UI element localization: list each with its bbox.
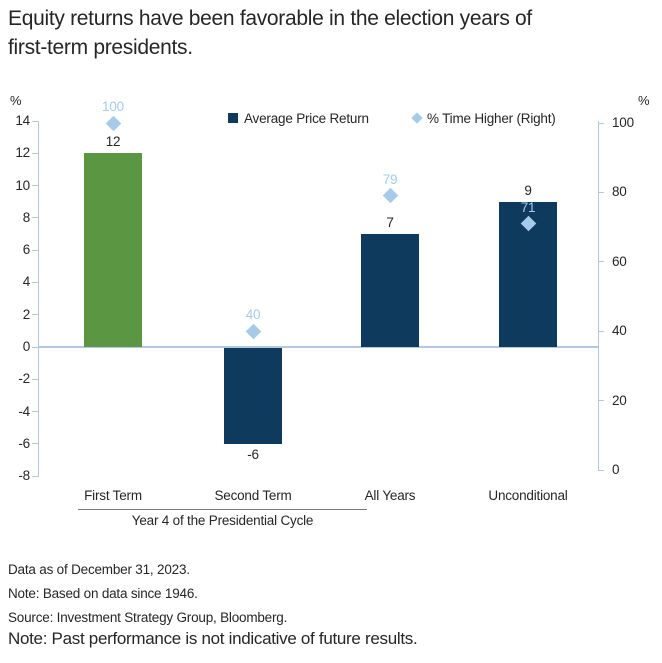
right-axis-unit: % — [638, 93, 650, 108]
right-axis-tick-label: 20 — [612, 392, 627, 408]
left-axis-tick-label: -4 — [18, 403, 30, 419]
right-axis-tick-label: 80 — [612, 184, 627, 200]
right-axis-tick — [598, 122, 604, 124]
left-axis-tick — [32, 152, 38, 154]
xlabel-underline — [78, 509, 367, 510]
chart-area: % % Average Price Return % Time Higher (… — [0, 90, 662, 550]
footnote-note-basis: Note: Based on data since 1946. — [8, 586, 198, 601]
left-axis-tick — [32, 443, 38, 445]
diamond-marker — [105, 115, 121, 131]
left-axis-tick — [32, 217, 38, 219]
bar-first-term — [84, 153, 142, 347]
diamond-value-label: 100 — [102, 99, 124, 114]
right-axis-tick-label: 100 — [612, 115, 634, 130]
right-axis-tick-label: 40 — [612, 323, 627, 339]
diamond-value-label: 40 — [245, 307, 261, 323]
bar-all-years — [361, 234, 419, 347]
left-axis-tick — [32, 314, 38, 316]
left-axis-tick — [32, 185, 38, 187]
footnote-data-asof: Data as of December 31, 2023. — [8, 562, 190, 577]
left-axis-tick-label: 12 — [15, 145, 30, 161]
chart-title: Equity returns have been favorable in th… — [8, 4, 648, 62]
left-axis-tick-label: 4 — [22, 274, 31, 290]
diamond-icon — [411, 112, 423, 124]
bar-second-term — [224, 348, 282, 444]
left-axis-tick — [32, 120, 38, 122]
legend-label: Average Price Return — [244, 110, 369, 126]
right-axis-tick — [598, 261, 604, 263]
left-axis-tick-label: 0 — [22, 339, 31, 354]
left-axis-tick-label: 6 — [22, 242, 31, 258]
right-axis-tick-label: 0 — [612, 462, 620, 477]
left-axis-tick — [32, 475, 38, 477]
left-axis-tick-label: 14 — [15, 113, 30, 129]
chart-title-line1: Equity returns have been favorable in th… — [8, 7, 532, 30]
x-axis-label: Year 4 of the Presidential Cycle — [131, 513, 314, 528]
left-axis-tick-label: -2 — [18, 371, 30, 387]
bar-value-label: 12 — [105, 134, 121, 150]
square-icon — [228, 113, 238, 123]
legend-item-bars: Average Price Return — [228, 110, 369, 126]
category-label-all-years: All Years — [364, 488, 416, 503]
category-label-second-term: Second Term — [214, 488, 292, 503]
diamond-value-label: 71 — [520, 199, 536, 215]
category-label-first-term: First Term — [84, 488, 142, 503]
chart-title-line2: first-term presidents. — [8, 36, 193, 59]
left-axis-tick — [32, 378, 38, 380]
legend-label: % Time Higher (Right) — [427, 110, 556, 126]
right-axis-tick — [598, 469, 604, 471]
left-axis-tick-label: 10 — [15, 177, 30, 193]
diamond-marker — [245, 323, 261, 339]
legend-item-diamonds: % Time Higher (Right) — [411, 110, 556, 126]
right-axis-line — [598, 121, 599, 470]
right-axis-tick — [598, 400, 604, 402]
diamond-value-label: 79 — [382, 171, 398, 187]
left-axis-tick — [32, 281, 38, 283]
left-axis-tick — [32, 411, 38, 413]
category-label-unconditional: Unconditional — [488, 488, 568, 503]
left-axis-tick — [32, 249, 38, 251]
bar-value-label: 9 — [524, 182, 532, 198]
left-axis-tick-label: -6 — [18, 435, 30, 451]
left-axis-unit: % — [10, 93, 22, 108]
left-axis-tick-label: 2 — [22, 306, 31, 322]
zero-baseline — [38, 346, 599, 348]
diamond-marker — [382, 188, 398, 204]
right-axis-tick — [598, 191, 604, 193]
bar-value-label: 7 — [386, 215, 394, 231]
left-axis-line — [38, 121, 39, 477]
left-axis-tick — [32, 346, 38, 348]
bar-value-label: -6 — [247, 446, 259, 462]
footnote-source: Source: Investment Strategy Group, Bloom… — [8, 610, 288, 625]
disclaimer-note: Note: Past performance is not indicative… — [8, 629, 418, 648]
left-axis-tick-label: -8 — [18, 468, 30, 484]
right-axis-tick — [598, 330, 604, 332]
right-axis-tick-label: 60 — [612, 253, 627, 269]
left-axis-tick-label: 8 — [22, 209, 31, 225]
